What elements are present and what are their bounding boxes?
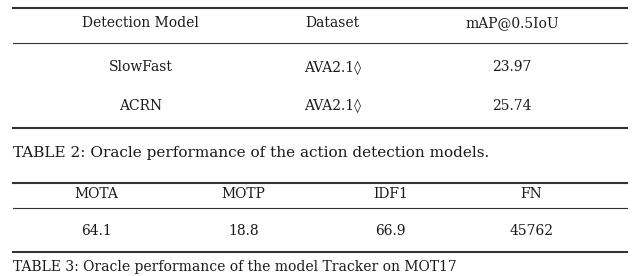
Text: FN: FN bbox=[520, 187, 542, 201]
Text: IDF1: IDF1 bbox=[373, 187, 408, 201]
Text: 64.1: 64.1 bbox=[81, 224, 111, 238]
Text: 18.8: 18.8 bbox=[228, 224, 259, 238]
Text: AVA2.1◊: AVA2.1◊ bbox=[304, 99, 362, 113]
Text: Dataset: Dataset bbox=[306, 16, 360, 30]
Text: Detection Model: Detection Model bbox=[83, 16, 199, 30]
Text: 45762: 45762 bbox=[509, 224, 553, 238]
Text: 23.97: 23.97 bbox=[492, 60, 532, 75]
Text: ACRN: ACRN bbox=[119, 99, 163, 113]
Text: 66.9: 66.9 bbox=[375, 224, 406, 238]
Text: TABLE 2: Oracle performance of the action detection models.: TABLE 2: Oracle performance of the actio… bbox=[13, 146, 489, 160]
Text: SlowFast: SlowFast bbox=[109, 60, 173, 75]
Text: MOTA: MOTA bbox=[74, 187, 118, 201]
Text: mAP@0.5IoU: mAP@0.5IoU bbox=[465, 16, 559, 30]
Text: TABLE 3: Oracle performance of the model Tracker on MOT17: TABLE 3: Oracle performance of the model… bbox=[13, 260, 456, 274]
Text: AVA2.1◊: AVA2.1◊ bbox=[304, 60, 362, 75]
Text: MOTP: MOTP bbox=[221, 187, 265, 201]
Text: 25.74: 25.74 bbox=[492, 99, 532, 113]
